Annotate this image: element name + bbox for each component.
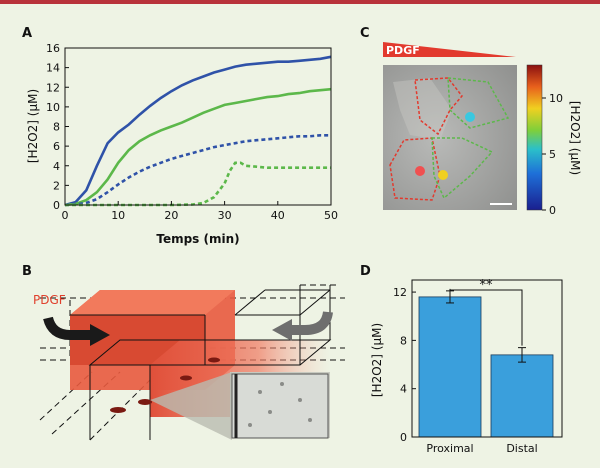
bar-proximal xyxy=(418,296,482,438)
colorbar-tick-10: 10 xyxy=(549,92,563,105)
significance-bracket xyxy=(449,288,523,346)
inflow-arrowhead-right xyxy=(272,319,292,341)
cells xyxy=(110,357,220,413)
panel-c-pdgf-label: PDGF xyxy=(386,44,420,57)
panel-letter-b: B xyxy=(22,264,32,279)
panel-a-x-axis-label: Temps (min) xyxy=(156,232,239,246)
top-bar xyxy=(0,0,600,4)
y-tick-label: 2 xyxy=(53,179,60,192)
cell-body xyxy=(393,78,452,140)
bar-distal xyxy=(490,354,554,438)
y-tick-label: 0 xyxy=(53,199,60,212)
distal-cell-outline-top xyxy=(447,77,510,129)
y-tick-label: 14 xyxy=(46,62,60,75)
x-tick-label: 0 xyxy=(62,209,69,222)
inset-micrograph xyxy=(231,373,329,439)
panel-letter-c: C xyxy=(360,26,370,41)
x-tick-label: 40 xyxy=(271,209,285,222)
x-tick-label: 10 xyxy=(111,209,125,222)
x-tick-label: 30 xyxy=(218,209,232,222)
inflow-arrowhead-left xyxy=(90,324,110,346)
x-category-label: Distal xyxy=(506,442,537,455)
x-tick-label: 50 xyxy=(324,209,338,222)
distal-cell-outline xyxy=(431,137,494,200)
y-tick-label: 8 xyxy=(53,121,60,134)
panel-letter-a: A xyxy=(22,26,33,41)
panel-d-plot-frame xyxy=(411,279,563,438)
inflow-arrow-left xyxy=(43,316,92,340)
y-tick-label: 6 xyxy=(53,140,60,153)
y-tick-label: 16 xyxy=(46,42,60,55)
y-tick-label: 0 xyxy=(400,431,407,444)
y-tick-label: 4 xyxy=(53,160,60,173)
series-line-green-solid xyxy=(64,87,332,207)
panel-a-y-axis-label: [H2O2] (µM) xyxy=(26,89,40,163)
significance-label: ** xyxy=(480,278,494,293)
inflow-arrow-right xyxy=(290,311,333,335)
colorbar-tick-0: 0 xyxy=(549,204,556,217)
colorbar-label: [H2O2] (µM) xyxy=(568,101,582,175)
y-tick-label: 8 xyxy=(400,334,407,347)
distal-measure-spot xyxy=(465,112,475,122)
mid-measure-spot xyxy=(438,170,448,180)
x-category-label: Proximal xyxy=(426,442,473,455)
inset-cells xyxy=(248,382,312,427)
y-tick-label: 12 xyxy=(393,286,407,299)
reservoir-top-face xyxy=(70,290,235,315)
y-tick-label: 10 xyxy=(46,101,60,114)
y-tick-label: 12 xyxy=(46,81,60,94)
colorbar-tick-5: 5 xyxy=(549,148,556,161)
y-tick-label: 4 xyxy=(400,383,407,396)
panel-letter-d: D xyxy=(360,264,371,279)
proximal-measure-spot xyxy=(415,166,425,176)
colorbar xyxy=(526,64,543,211)
series-line-blue-solid xyxy=(64,55,332,207)
inset-projection xyxy=(150,372,232,440)
pdgf-gradient-triangle xyxy=(383,42,516,57)
panel-d-y-axis-label: [H2O2] (µM) xyxy=(370,323,384,397)
panel-b-pdgf-label: PDGF xyxy=(33,293,66,307)
x-tick-label: 20 xyxy=(164,209,178,222)
